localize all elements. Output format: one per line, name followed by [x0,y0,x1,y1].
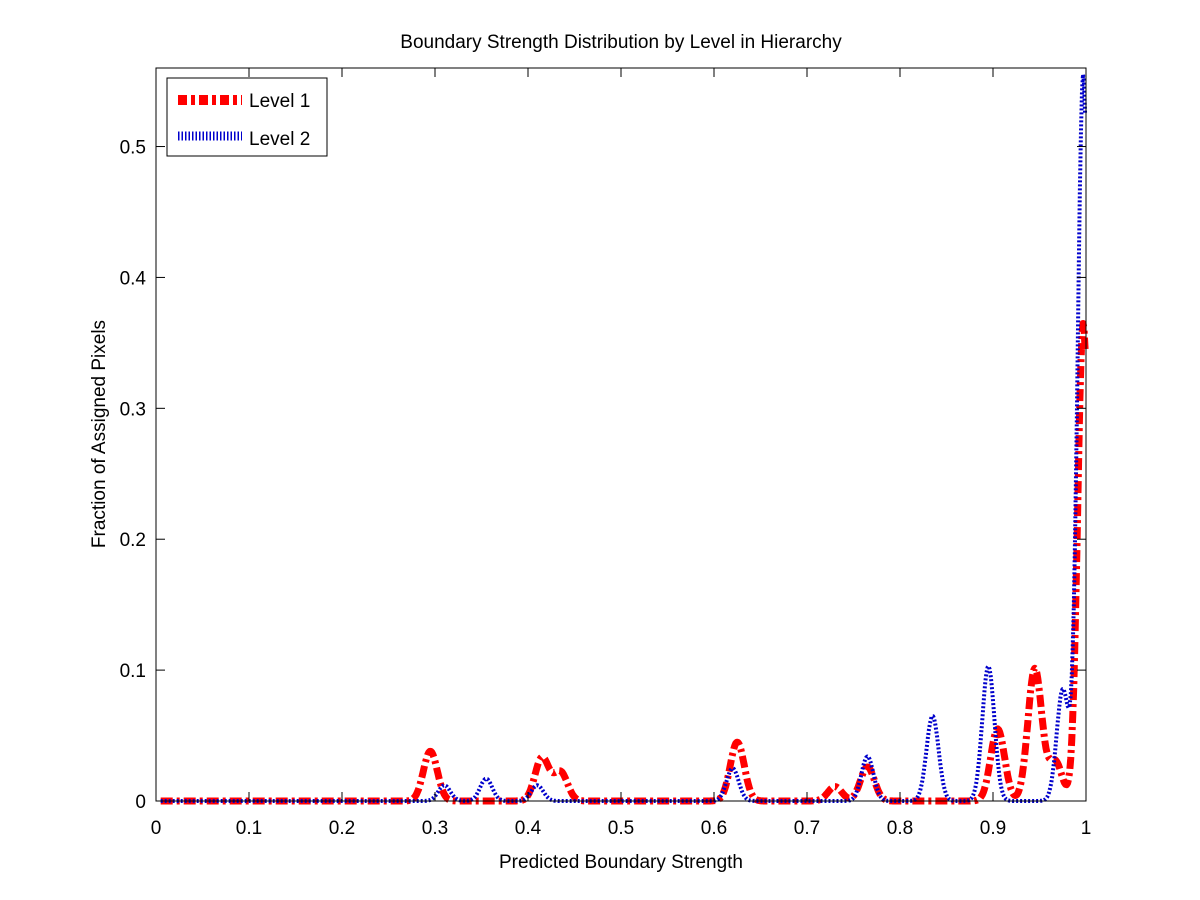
x-tick-label: 0.1 [236,818,262,839]
x-tick-label: 0.7 [794,818,820,839]
legend-box [166,77,328,157]
x-tick-label: 0.4 [515,818,542,839]
chart-title: Boundary Strength Distribution by Level … [400,32,842,53]
plot-area [158,72,1089,805]
x-axis: 0 0.1 0.2 0.3 0.4 0.5 0.6 0.7 0.8 0.9 1 [151,68,1092,839]
x-axis-label: Predicted Boundary Strength [499,852,743,873]
legend: Level 1 Level 2 [166,77,328,157]
y-tick-label: 0.5 [120,138,146,159]
y-tick-label: 0.2 [120,530,146,551]
x-tick-label: 0.2 [329,818,355,839]
y-tick-label: 0.4 [120,268,147,289]
y-tick-label: 0 [135,792,146,813]
legend-label-level-2: Level 2 [249,129,310,150]
y-tick-label: 0.3 [120,399,146,420]
y-axis: 0 0.1 0.2 0.3 0.4 0.5 [120,138,1086,813]
series-line-level-1 [158,320,1089,805]
x-tick-label: 1 [1081,818,1092,839]
series-line-level-2 [159,72,1088,803]
y-tick-label: 0.1 [120,661,146,682]
x-tick-label: 0.8 [887,818,913,839]
plot-frame [155,67,1087,802]
x-tick-label: 0.5 [608,818,634,839]
x-tick-label: 0 [151,818,162,839]
legend-label-level-1: Level 1 [249,91,310,112]
x-tick-label: 0.6 [701,818,727,839]
x-tick-label: 0.3 [422,818,448,839]
y-axis-label: Fraction of Assigned Pixels [89,320,110,548]
x-tick-label: 0.9 [980,818,1006,839]
